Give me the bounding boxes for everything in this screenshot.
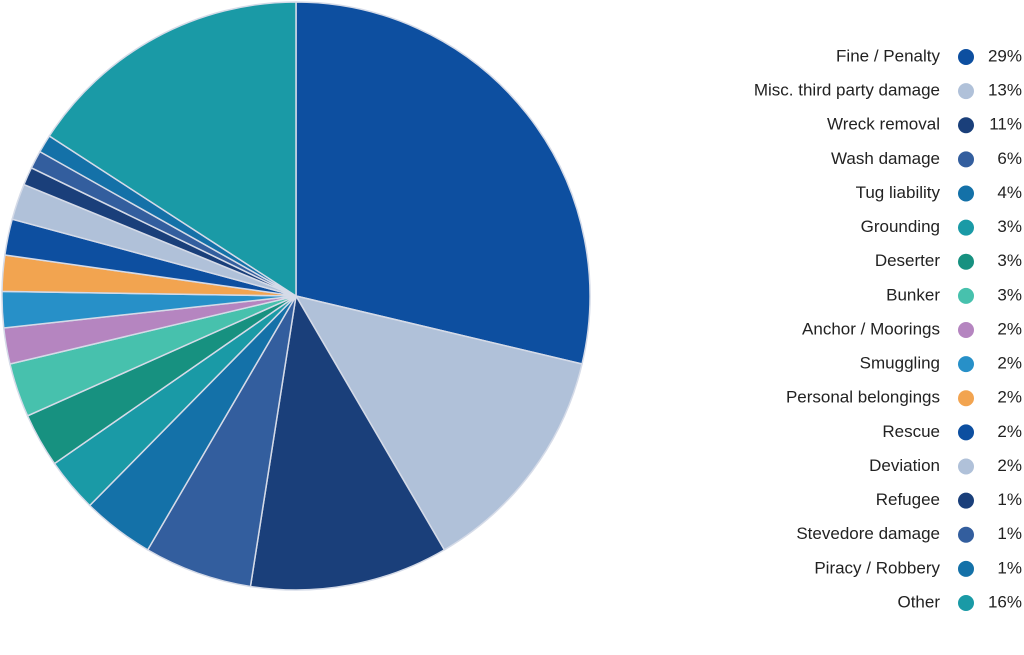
legend-value: 2%	[997, 354, 1022, 373]
legend-value: 1%	[997, 524, 1022, 543]
legend-label: Personal belongings	[786, 388, 940, 407]
legend-label: Piracy / Robbery	[814, 558, 940, 577]
legend-value: 2%	[997, 319, 1022, 338]
legend-marker	[958, 560, 974, 577]
legend-label: Anchor / Moorings	[802, 319, 940, 338]
legend-value: 1%	[997, 490, 1022, 509]
legend-label: Bunker	[886, 285, 940, 304]
legend-label: Stevedore damage	[796, 524, 940, 543]
legend-marker	[958, 595, 974, 611]
legend-marker	[958, 492, 974, 509]
legend-value: 11%	[989, 115, 1022, 134]
legend-marker	[958, 287, 974, 304]
legend-marker	[958, 458, 974, 475]
legend-marker	[958, 526, 974, 543]
legend-label: Rescue	[882, 422, 940, 441]
legend-value: 4%	[997, 183, 1022, 202]
legend-marker	[958, 219, 974, 236]
pie-slice	[249, 293, 446, 591]
legend-value: 2%	[997, 422, 1022, 441]
legend-marker	[958, 185, 974, 202]
legend-marker	[958, 117, 974, 134]
legend-label: Deserter	[875, 251, 941, 270]
legend-value: 2%	[997, 456, 1022, 475]
legend-value: 6%	[997, 149, 1022, 168]
legend-value: 16%	[988, 592, 1022, 611]
pie-slice	[294, 294, 583, 551]
legend-label: Misc. third party damage	[754, 81, 940, 100]
legend-marker	[958, 83, 974, 100]
legend-label: Grounding	[861, 217, 940, 236]
legend-label: Smuggling	[860, 354, 940, 373]
legend-label: Wash damage	[831, 149, 940, 168]
legend-label: Other	[897, 592, 940, 611]
legend-marker	[958, 424, 974, 441]
legend-marker	[958, 322, 974, 338]
legend-label: Deviation	[869, 456, 940, 475]
pie-slice	[48, 1, 297, 298]
legend-label: Refugee	[876, 490, 940, 509]
legend-marker	[958, 49, 974, 65]
legend-label: Wreck removal	[827, 115, 940, 134]
pie-slice	[295, 1, 591, 365]
legend-marker	[958, 253, 974, 270]
legend-value: 3%	[997, 285, 1022, 304]
legend-value: 29%	[988, 46, 1022, 65]
legend-value: 3%	[997, 251, 1022, 270]
legend-value: 13%	[988, 81, 1022, 100]
legend-value: 2%	[997, 388, 1022, 407]
legend-value: 3%	[997, 217, 1022, 236]
legend-marker	[958, 356, 974, 373]
legend-label: Tug liability	[856, 183, 941, 202]
legend-marker	[958, 390, 974, 407]
legend-value: 1%	[997, 558, 1022, 577]
legend-marker	[958, 151, 974, 168]
legend-label: Fine / Penalty	[836, 46, 940, 65]
